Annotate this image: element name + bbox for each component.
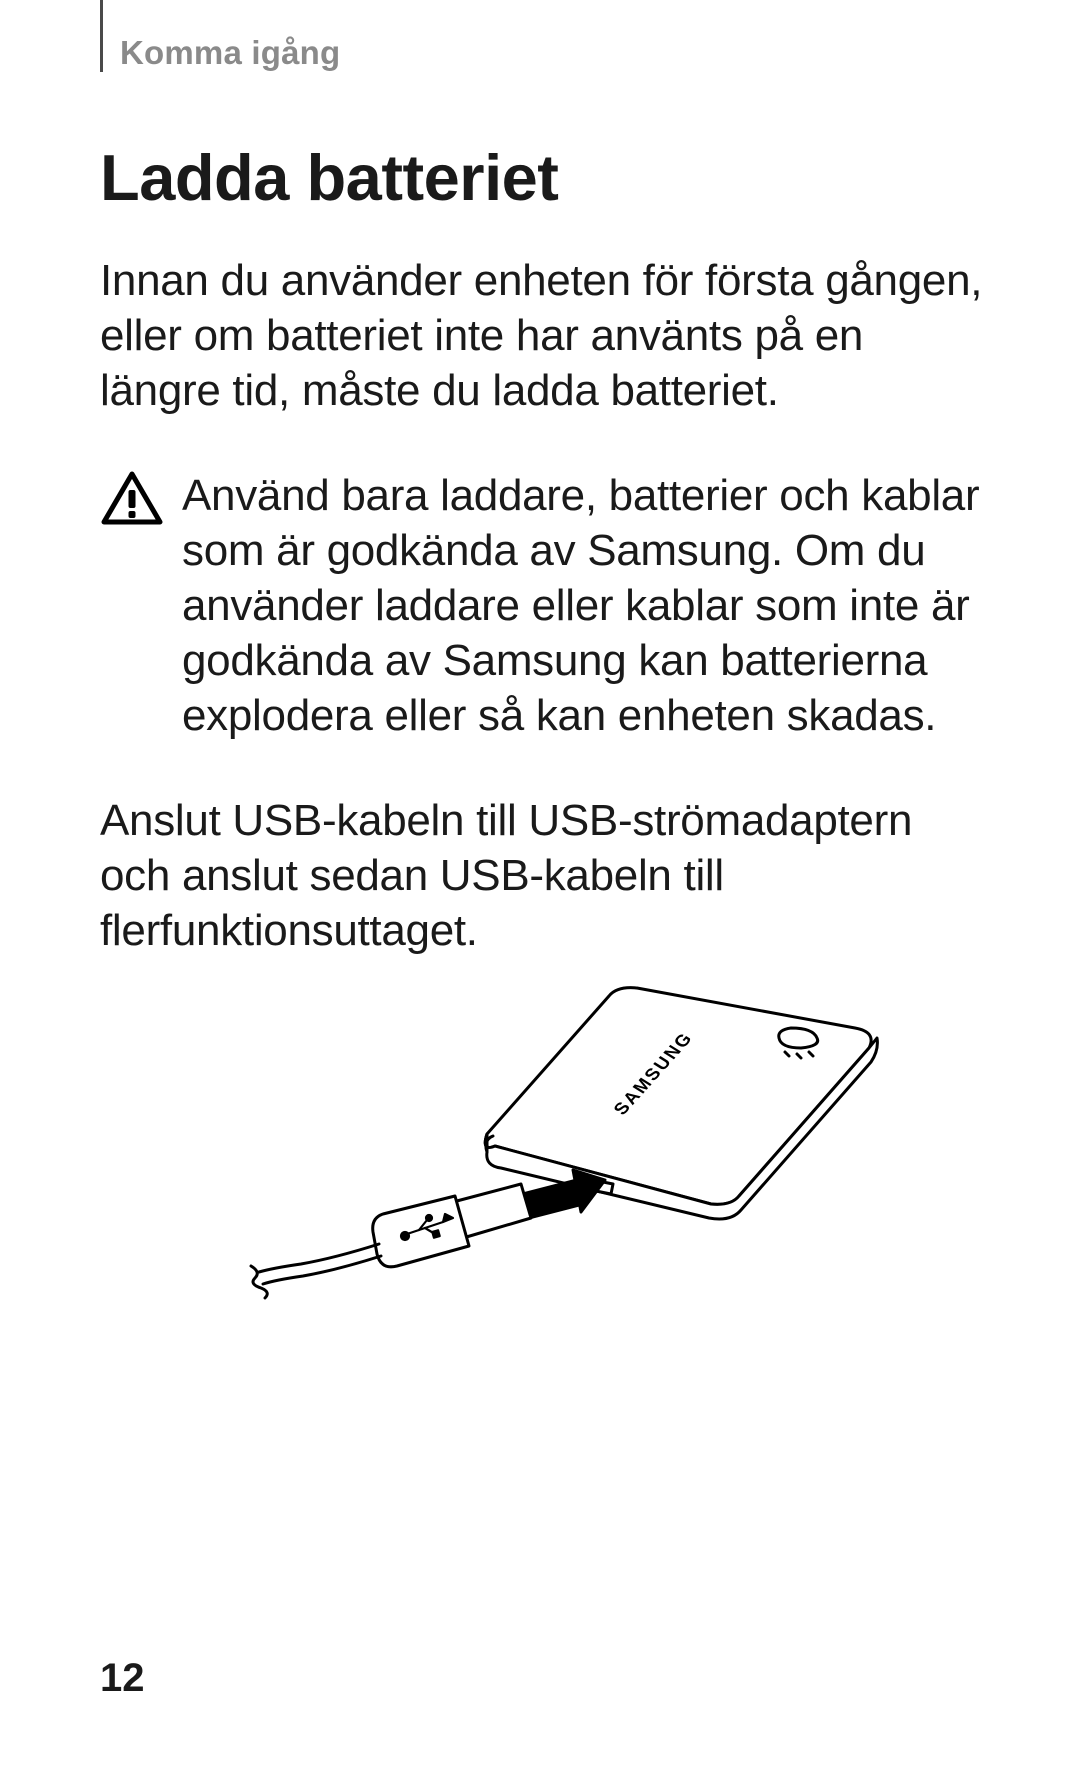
device-figure: SAMSUNG — [100, 956, 990, 1321]
manual-page: Komma igång Ladda batteriet Innan du anv… — [0, 0, 1080, 1771]
breadcrumb: Komma igång — [120, 34, 340, 72]
warning-text: Använd bara laddare, batterier och kabla… — [182, 468, 990, 743]
warning-icon — [100, 470, 168, 533]
step-paragraph: Anslut USB-kabeln till USB-strömadaptern… — [100, 793, 990, 958]
page-content: Ladda batteriet Innan du använder enhete… — [100, 0, 990, 1321]
section-title: Ladda batteriet — [100, 140, 990, 215]
header-rule — [100, 0, 103, 72]
intro-paragraph: Innan du använder enheten för första gån… — [100, 253, 990, 418]
warning-callout: Använd bara laddare, batterier och kabla… — [100, 468, 990, 743]
page-number: 12 — [100, 1656, 145, 1701]
